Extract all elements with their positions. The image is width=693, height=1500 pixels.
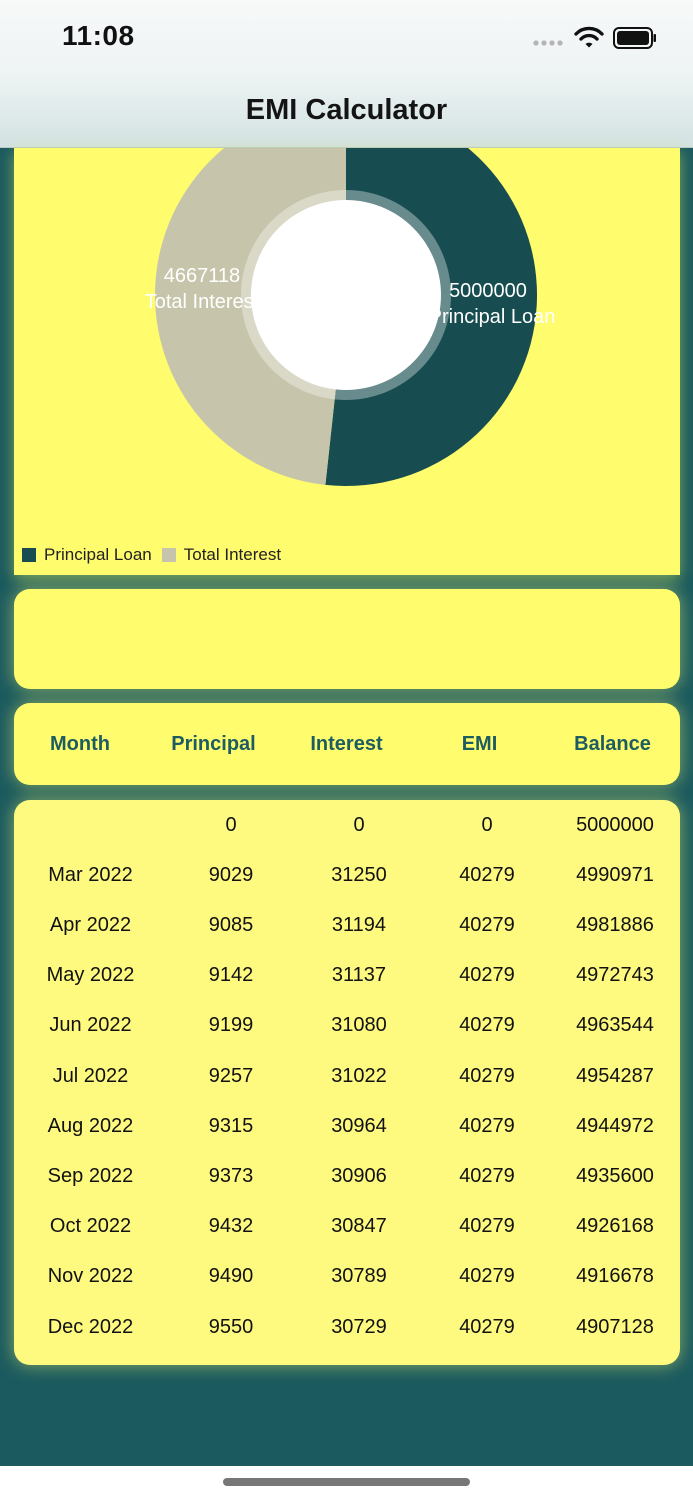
cell-month: Jun 2022 <box>49 1014 132 1037</box>
cell-month: Jul 2022 <box>52 1064 129 1087</box>
table-row: May 2022 9142 31137 40279 4972743 <box>14 951 680 1001</box>
table-row: Mar 2022 9029 31250 40279 4990971 <box>14 850 680 900</box>
cell-month: Aug 2022 <box>47 1114 134 1137</box>
donut-chart: 4667118 Total Interest 5000000 Principal… <box>145 148 556 486</box>
table-row: 0 0 0 5000000 <box>14 800 680 850</box>
slice-label-interest-value: 4667118 <box>164 265 240 287</box>
slice-label-interest-name: Total Interest <box>145 291 260 313</box>
header-month: Month <box>50 732 110 755</box>
cell-emi: 40279 <box>459 1215 515 1238</box>
legend-swatch-principal <box>22 548 36 562</box>
cell-month: Apr 2022 <box>49 913 132 936</box>
cell-emi: 40279 <box>459 1114 515 1137</box>
header-balance: Balance <box>574 732 651 755</box>
cell-principal: 9142 <box>208 964 254 987</box>
status-bar: 11:08 <box>0 0 693 76</box>
table-row: Oct 2022 9432 30847 40279 4926168 <box>14 1202 680 1252</box>
cell-interest: 30847 <box>331 1215 387 1238</box>
summary-card <box>14 589 680 689</box>
cell-principal: 9257 <box>208 1064 254 1087</box>
cell-month: Dec 2022 <box>47 1315 134 1338</box>
cell-balance: 4972743 <box>576 964 654 987</box>
status-time: 11:08 <box>62 20 135 51</box>
cell-month: Oct 2022 <box>49 1215 132 1238</box>
cell-month: Mar 2022 <box>48 863 133 886</box>
table-row: Jul 2022 9257 31022 40279 4954287 <box>14 1051 680 1101</box>
legend-label-principal: Principal Loan <box>44 545 152 564</box>
header-emi: EMI <box>461 732 498 755</box>
cell-emi: 0 <box>481 813 493 836</box>
cell-balance: 4963544 <box>576 1014 654 1037</box>
cellular-signal-icon <box>533 40 563 46</box>
cell-balance: 4926168 <box>576 1215 654 1238</box>
slice-label-principal-name: Principal Loan <box>429 306 556 328</box>
cell-emi: 40279 <box>459 1164 515 1187</box>
legend-swatch-interest <box>161 548 176 562</box>
cell-balance: 4990971 <box>576 863 654 886</box>
cell-interest: 0 <box>353 813 365 836</box>
cell-interest: 30964 <box>331 1114 387 1137</box>
cell-emi: 40279 <box>459 863 515 886</box>
home-indicator[interactable] <box>223 1478 470 1486</box>
page-title: EMI Calculator <box>245 94 448 126</box>
chart-card: 4667118 Total Interest 5000000 Principal… <box>14 148 680 575</box>
table-row: Nov 2022 9490 30789 40279 4916678 <box>14 1252 680 1302</box>
cell-principal: 9550 <box>208 1315 254 1338</box>
cell-balance: 4916678 <box>576 1265 654 1288</box>
table-row: Aug 2022 9315 30964 40279 4944972 <box>14 1101 680 1151</box>
cell-principal: 9373 <box>208 1164 254 1187</box>
cell-interest: 31022 <box>331 1064 387 1087</box>
cell-principal: 9432 <box>208 1215 254 1238</box>
cell-interest: 31250 <box>331 863 387 886</box>
cell-interest: 31137 <box>331 964 387 987</box>
cell-balance: 4944972 <box>576 1114 654 1137</box>
cell-principal: 9029 <box>208 863 254 886</box>
cell-principal: 0 <box>225 813 237 836</box>
legend-item-interest: Total Interest <box>161 545 282 565</box>
legend-label-interest: Total Interest <box>183 545 282 564</box>
table-row: Jun 2022 9199 31080 40279 4963544 <box>14 1001 680 1051</box>
cell-balance: 4935600 <box>576 1164 654 1187</box>
battery-icon <box>613 27 656 49</box>
cell-balance: 4981886 <box>576 913 654 936</box>
cell-interest: 31194 <box>331 913 387 936</box>
cell-emi: 40279 <box>459 1064 515 1087</box>
cell-month: May 2022 <box>46 964 135 987</box>
cell-balance: 5000000 <box>576 813 654 836</box>
cell-principal: 9199 <box>208 1014 254 1037</box>
cell-principal: 9085 <box>208 913 254 936</box>
header-principal: Principal <box>171 732 256 755</box>
cell-emi: 40279 <box>459 1014 515 1037</box>
cell-emi: 40279 <box>459 913 515 936</box>
cell-interest: 30906 <box>331 1164 387 1187</box>
header-interest: Interest <box>310 732 383 755</box>
cell-emi: 40279 <box>459 1265 515 1288</box>
cell-balance: 4954287 <box>576 1064 654 1087</box>
cell-balance: 4907128 <box>576 1315 654 1338</box>
cell-interest: 30789 <box>331 1265 387 1288</box>
amortization-table[interactable]: 0 0 0 5000000 Mar 2022 9029 31250 40279 4990971 A… <box>14 800 680 1365</box>
table-row: Dec 2022 9550 30729 40279 4907128 <box>14 1302 680 1352</box>
legend-item-principal: Principal Loan <box>22 545 152 565</box>
cell-interest: 31080 <box>331 1014 387 1037</box>
wifi-icon <box>574 26 604 48</box>
cell-month: Sep 2022 <box>47 1164 134 1187</box>
cell-month: Nov 2022 <box>47 1265 134 1288</box>
cell-interest: 30729 <box>331 1315 387 1338</box>
donut-hole <box>251 200 441 390</box>
cell-principal: 9490 <box>208 1265 254 1288</box>
slice-label-principal-value: 5000000 <box>449 280 527 302</box>
cell-emi: 40279 <box>459 964 515 987</box>
navigation-bar: EMI Calculator <box>0 76 693 148</box>
cell-principal: 9315 <box>208 1114 254 1137</box>
table-header: Month Principal Interest EMI Balance <box>14 703 680 785</box>
table-row: Sep 2022 9373 30906 40279 4935600 <box>14 1151 680 1201</box>
cell-emi: 40279 <box>459 1315 515 1338</box>
table-row: Apr 2022 9085 31194 40279 4981886 <box>14 900 680 950</box>
chart-legend: Principal Loan Total Interest <box>22 545 291 565</box>
